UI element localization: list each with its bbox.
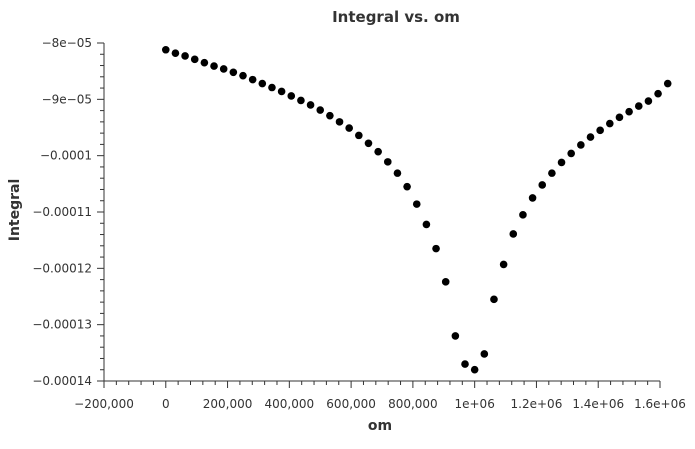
data-point [258, 79, 267, 88]
data-point [171, 49, 180, 57]
data-point [596, 126, 604, 135]
data-point [470, 365, 479, 374]
x-axis-title: om [368, 418, 392, 434]
x-tick-label: 200,000 [203, 397, 253, 411]
chart-title: Integral vs. om [332, 8, 460, 26]
y-tick-label: −0.0001 [40, 149, 92, 163]
data-point [625, 107, 633, 116]
data-point [451, 332, 460, 340]
data-point [364, 139, 373, 148]
data-point [210, 62, 218, 70]
data-point [519, 211, 527, 219]
data-point [268, 83, 276, 92]
data-point [567, 149, 575, 158]
data-points [161, 45, 672, 374]
data-point [557, 158, 566, 167]
y-tick-label: −8e−05 [42, 36, 92, 50]
data-point [422, 220, 431, 229]
x-tick-label: −200,000 [74, 397, 134, 411]
data-point [615, 113, 624, 122]
data-point [490, 295, 498, 304]
x-tick-label: 1.4e+06 [572, 397, 624, 411]
axes: −200,000 0 200,000 400,000 600,000 800,000 1e+… [32, 36, 686, 411]
data-point [335, 118, 344, 126]
data-point [441, 278, 450, 286]
data-point [634, 102, 643, 110]
data-point [374, 147, 382, 156]
x-tick-label: 400,000 [265, 397, 315, 411]
x-tick-label: 1e+06 [454, 397, 494, 411]
y-tick-label: −9e−05 [42, 92, 92, 106]
y-tick-label: −0.00014 [32, 374, 92, 388]
data-point [306, 101, 315, 109]
data-point [528, 194, 537, 202]
data-point [277, 87, 286, 96]
x-tick-label: 0 [162, 397, 170, 411]
data-point [412, 200, 421, 208]
data-point [161, 45, 170, 54]
data-point [654, 89, 662, 98]
data-point [393, 169, 402, 177]
data-point [345, 124, 353, 132]
data-point [297, 96, 305, 105]
data-point [403, 182, 411, 191]
y-tick-label: −0.00013 [32, 318, 92, 332]
data-point [190, 55, 199, 64]
data-point [239, 71, 247, 80]
data-point [181, 52, 189, 60]
data-point [499, 260, 508, 269]
x-tick-label: 800,000 [388, 397, 438, 411]
data-point [509, 230, 518, 238]
x-tick-label: 1.6e+06 [634, 397, 686, 411]
data-point [548, 169, 556, 177]
data-point [538, 181, 547, 189]
data-point [432, 244, 440, 253]
data-point [577, 141, 585, 149]
data-point [316, 106, 325, 114]
y-tick-label: −0.00011 [32, 205, 92, 219]
data-point [480, 350, 489, 358]
x-tick-label: 600,000 [326, 397, 376, 411]
y-tick-label: −0.00012 [32, 261, 92, 275]
data-point [248, 75, 257, 84]
data-point [383, 158, 392, 166]
data-point [200, 58, 209, 67]
x-tick-label: 1.2e+06 [511, 397, 563, 411]
data-point [219, 65, 228, 73]
data-point [461, 360, 469, 368]
data-point [355, 131, 363, 140]
data-point [229, 68, 238, 77]
data-point [287, 92, 296, 100]
data-point [663, 79, 672, 88]
y-axis-title: Integral [7, 179, 23, 242]
data-point [606, 119, 614, 128]
data-point [326, 111, 334, 120]
data-point [644, 97, 653, 105]
data-point [586, 133, 595, 141]
